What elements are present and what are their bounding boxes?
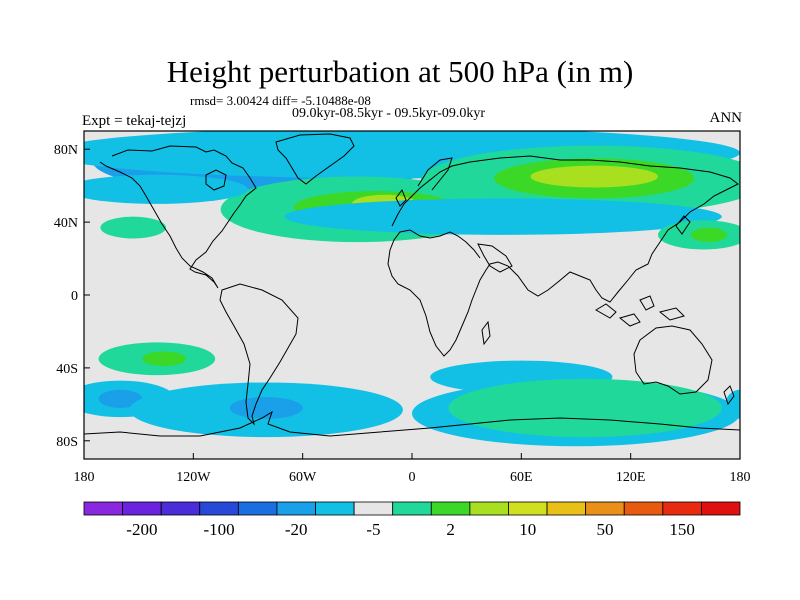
anomaly-region-24: [725, 389, 740, 419]
x-tick-label-6: 180: [730, 470, 751, 485]
colorbar-label-2: -20: [285, 520, 308, 539]
season-label: ANN: [709, 110, 743, 126]
colorbar-box-7: [353, 501, 394, 516]
coastline-britain: [395, 188, 407, 207]
coastline-hudson-bay: [205, 169, 227, 191]
map-title: Height perturbation at 500 hPa (in m): [166, 54, 634, 89]
coastline-japan: [675, 215, 691, 235]
period-label: 09.0kyr-08.5kyr - 09.5kyr-09.0kyr: [292, 106, 486, 121]
coastline-arabia: [477, 243, 513, 273]
x-tick-label-0: 180: [74, 470, 95, 485]
x-tick-label-4: 60E: [510, 470, 533, 485]
anomaly-region-9: [530, 165, 658, 188]
anomaly-region-23: [448, 378, 722, 438]
anomaly-region-12: [100, 216, 166, 239]
colorbar-box-1: [122, 501, 162, 516]
x-tick-label-3: 0: [409, 470, 416, 485]
colorbar-box-2: [160, 501, 201, 516]
y-tick-label-0: 80N: [54, 143, 78, 158]
colorbar-box-4: [237, 501, 278, 516]
colorbar-box-10: [469, 501, 509, 516]
colorbar-label-5: 10: [519, 520, 536, 539]
colorbar-label-4: 2: [446, 520, 455, 539]
coastline-madagascar: [481, 320, 491, 346]
x-tick-label-1: 120W: [176, 470, 211, 485]
coastline-new-zealand: [723, 385, 735, 406]
colorbar-label-3: -5: [366, 520, 380, 539]
colorbar-box-8: [392, 501, 432, 516]
experiment-label: Expt = tekaj-tejzj: [82, 113, 187, 129]
x-tick-label-5: 120E: [616, 470, 646, 485]
coastline-greenland: [275, 133, 355, 185]
coastline-north-america: [99, 145, 257, 289]
stats-label: rmsd= 3.00424 diff= -5.10488e-08: [190, 93, 371, 108]
colorbar-box-15: [662, 501, 702, 516]
y-tick-label-2: 0: [71, 289, 78, 304]
colorbar-box-3: [199, 501, 239, 516]
colorbar-label-1: -100: [203, 520, 234, 539]
anomaly-region-14: [690, 227, 728, 243]
colorbar-box-16: [701, 501, 741, 516]
x-tick-label-2: 60W: [289, 470, 317, 485]
colorbar-box-0: [83, 501, 123, 516]
anomaly-region-16: [142, 351, 187, 367]
colorbar-label-0: -200: [126, 520, 157, 539]
anomaly-region-18: [98, 389, 143, 408]
anomaly-region-20: [229, 397, 303, 419]
coastline-eurasia-africa: [387, 155, 739, 357]
colorbar-box-11: [508, 501, 548, 516]
colorbar-label-6: 50: [596, 520, 613, 539]
coastline-australia: [633, 325, 713, 395]
anomaly-region-10: [284, 198, 722, 235]
colorbar-box-6: [315, 501, 355, 516]
coastline-antarctica: [84, 410, 740, 437]
y-tick-label-3: 40S: [56, 362, 78, 377]
colorbar-label-7: 150: [669, 520, 695, 539]
colorbar-box-9: [430, 501, 471, 516]
colorbar-box-14: [623, 501, 664, 516]
colorbar-box-5: [276, 501, 316, 516]
coastline-scandinavia: [417, 157, 453, 191]
y-tick-label-4: 80S: [56, 435, 78, 450]
y-tick-label-1: 40N: [54, 216, 78, 231]
colorbar-box-12: [546, 501, 587, 516]
coastline-indonesia: [595, 295, 685, 327]
coastline-south-america: [219, 283, 299, 426]
colorbar-box-13: [585, 501, 625, 516]
anomaly-region-11: [84, 174, 248, 204]
